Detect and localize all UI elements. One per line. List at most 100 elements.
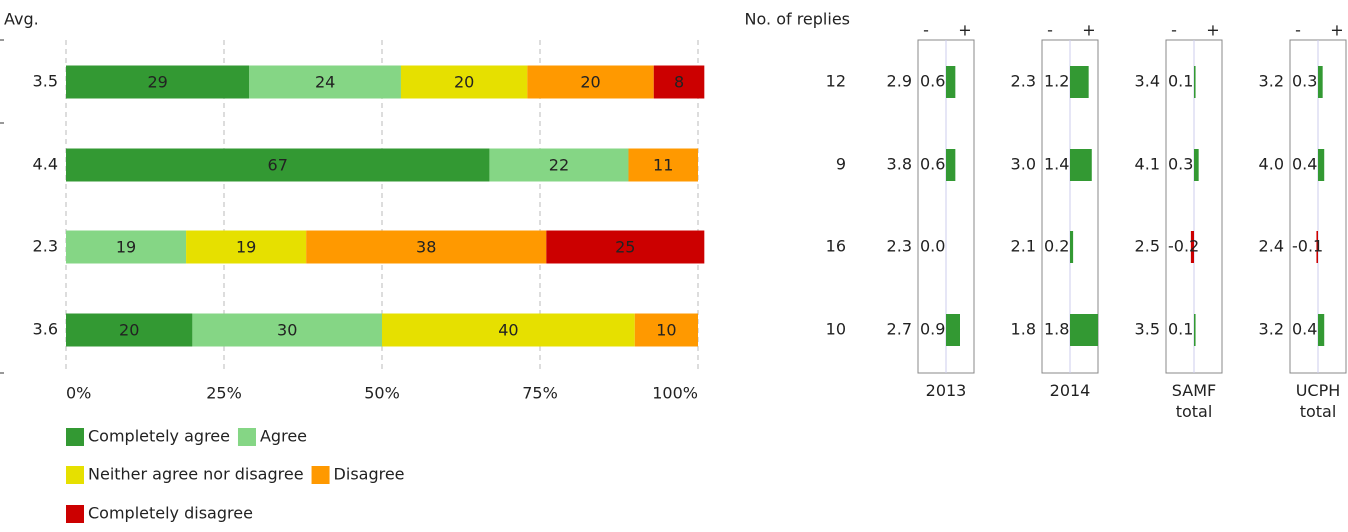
x-tick-label: 75% (522, 384, 558, 403)
bar-segment (192, 313, 382, 347)
diff-bar (1190, 231, 1194, 263)
diff-label: 1.4 (1044, 155, 1069, 174)
legend-label: Agree (260, 427, 307, 446)
bar-label: 22 (549, 156, 569, 175)
group-average: 3.5 (1135, 320, 1160, 339)
group-average: 3.2 (1259, 320, 1284, 339)
bar-segment (400, 65, 528, 99)
column-label: UCPH total (1295, 381, 1341, 421)
legend-swatch (66, 428, 84, 446)
diff-label: 1.8 (1044, 320, 1069, 339)
bar-segment (306, 230, 547, 264)
diff-bar (1318, 314, 1325, 346)
bar-label: 11 (653, 156, 673, 175)
neg-label: - (923, 21, 929, 40)
diff-bar (1194, 149, 1199, 181)
column-label: 2013 (925, 381, 967, 400)
bar-segment (546, 230, 705, 264)
replies-value: 12 (826, 72, 846, 91)
replies-value: 16 (826, 237, 846, 256)
bar-segment (628, 148, 698, 182)
diff-bar (1070, 149, 1092, 181)
group-average: 3.8 (887, 155, 912, 174)
diff-label: 0.0 (920, 237, 945, 256)
legend-label: Neither agree nor disagree (88, 465, 304, 484)
group-average: 3.0 (1011, 155, 1036, 174)
group-average: 2.7 (887, 320, 912, 339)
diff-bar (1316, 231, 1318, 263)
bar-label: 19 (236, 238, 256, 257)
bar-label: 20 (454, 73, 474, 92)
bar-segment (66, 148, 490, 182)
diff-label: 0.9 (920, 320, 945, 339)
bar-label: 8 (674, 73, 684, 92)
group-average: 3.2 (1259, 72, 1284, 91)
diff-label: 0.4 (1292, 320, 1317, 339)
avg-label: 3.6 (33, 320, 58, 339)
avg-label: 3.5 (33, 72, 58, 91)
bar-segment (653, 65, 705, 99)
bar-label: 10 (656, 321, 676, 340)
pos-label: + (1330, 21, 1343, 40)
bar-label: 29 (147, 73, 167, 92)
pos-label: + (1206, 21, 1219, 40)
group-average: 2.4 (1259, 237, 1284, 256)
pos-label: + (1082, 21, 1095, 40)
group-average: 1.8 (1011, 320, 1036, 339)
diff-bar (1318, 149, 1325, 181)
x-tick-label: 50% (364, 384, 400, 403)
diff-bar (946, 66, 956, 98)
neg-label: - (1295, 21, 1301, 40)
group-average: 2.3 (1011, 72, 1036, 91)
bar-segment (527, 65, 654, 99)
bar-label: 30 (277, 321, 297, 340)
legend-swatch (66, 505, 84, 523)
bar-label: 20 (119, 321, 139, 340)
legend-label: Completely disagree (88, 504, 253, 523)
bar-segment (66, 313, 193, 347)
bar-segment (186, 230, 307, 264)
bar-label: 24 (315, 73, 335, 92)
replies-value: 10 (826, 320, 846, 339)
bar-label: 67 (268, 156, 288, 175)
group-average: 3.4 (1135, 72, 1160, 91)
legend-label: Completely agree (88, 427, 230, 446)
bar-segment (249, 65, 401, 99)
diff-label: -0.2 (1168, 237, 1199, 256)
diff-label: 0.3 (1292, 72, 1317, 91)
diff-label: 0.4 (1292, 155, 1317, 174)
avg-label: 4.4 (33, 155, 58, 174)
diff-label: 0.2 (1044, 237, 1069, 256)
neg-label: - (1047, 21, 1053, 40)
diff-label: 0.3 (1168, 155, 1193, 174)
bar-label: 19 (116, 238, 136, 257)
bar-segment (382, 313, 635, 347)
diff-bar (946, 149, 956, 181)
legend-label: Disagree (334, 465, 405, 484)
bar-segment (66, 65, 250, 99)
bar-segment (489, 148, 629, 182)
diff-bar (1318, 66, 1323, 98)
diff-label: 0.1 (1168, 72, 1193, 91)
replies-value: 9 (836, 155, 846, 174)
group-average: 2.1 (1011, 237, 1036, 256)
diff-bar (946, 314, 960, 346)
x-tick-label: 25% (206, 384, 242, 403)
pos-label: + (958, 21, 971, 40)
replies-header: No. of replies (745, 10, 850, 29)
bar-label: 20 (580, 73, 600, 92)
legend-swatch (66, 466, 84, 484)
avg-header: Avg. (4, 10, 39, 29)
diff-bar (1194, 66, 1196, 98)
group-average: 2.9 (887, 72, 912, 91)
group-average: 2.3 (887, 237, 912, 256)
avg-label: 2.3 (33, 237, 58, 256)
bar-segment (634, 313, 698, 347)
diff-bar (1194, 314, 1196, 346)
x-tick-label: 100% (652, 384, 698, 403)
diff-label: 0.6 (920, 155, 945, 174)
column-label: 2014 (1049, 381, 1091, 400)
bar-label: 38 (416, 238, 436, 257)
